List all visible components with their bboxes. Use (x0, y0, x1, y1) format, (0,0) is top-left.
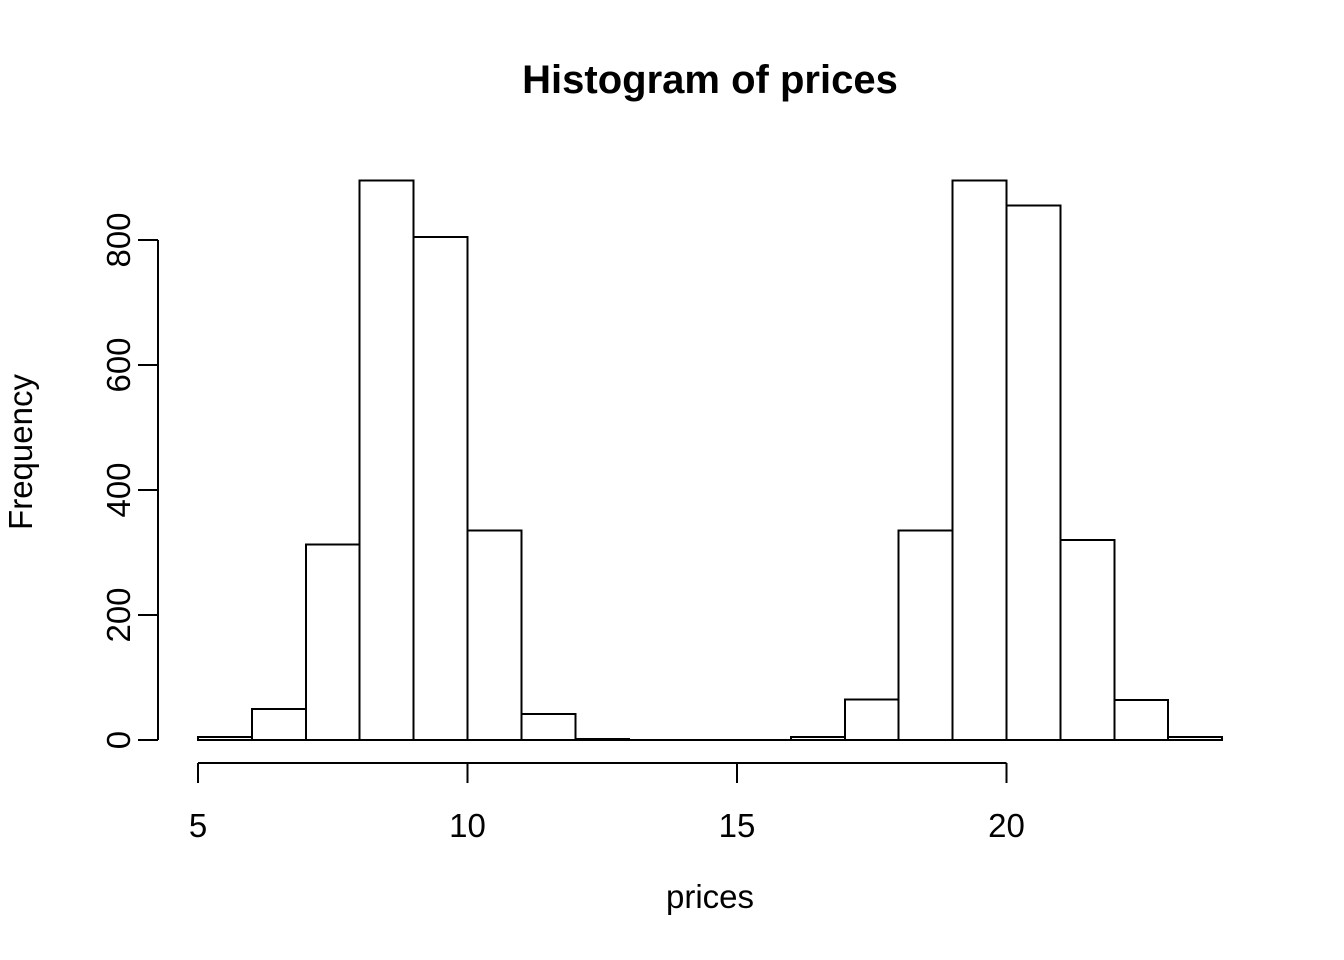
histogram-bar (304, 543, 361, 741)
histogram-bar (520, 712, 577, 741)
x-tick-label: 20 (988, 807, 1025, 844)
histogram-bar (1005, 204, 1062, 741)
histogram-bar (412, 235, 469, 741)
y-tick-label: 800 (100, 212, 137, 267)
y-tick-label: 600 (100, 337, 137, 392)
histogram-bar (1167, 735, 1224, 741)
x-tick-label: 10 (449, 807, 486, 844)
y-tick-label: 0 (100, 731, 137, 749)
histogram-bar (843, 698, 900, 741)
chart-title: Histogram of prices (522, 58, 898, 102)
histogram-bar (897, 529, 954, 741)
x-axis-label: prices (666, 878, 754, 915)
histogram-bar (1113, 699, 1170, 741)
histogram-bar (466, 529, 523, 741)
histogram-bar (1059, 539, 1116, 741)
y-tick-label: 400 (100, 462, 137, 517)
x-axis: 5 10 15 20 (189, 762, 1025, 844)
histogram-bar (789, 735, 846, 741)
y-tick-label: 200 (100, 587, 137, 642)
histogram-bar (197, 735, 253, 741)
histogram-bar (358, 179, 415, 741)
x-tick-label: 15 (719, 807, 756, 844)
y-axis: 0 200 400 600 800 (100, 212, 159, 749)
histogram-bar (250, 707, 307, 741)
y-axis-label: Frequency (2, 374, 39, 530)
histogram-bar (951, 179, 1008, 741)
histogram-bar (574, 737, 631, 741)
x-tick-label: 5 (189, 807, 207, 844)
bars-group (197, 179, 1224, 741)
